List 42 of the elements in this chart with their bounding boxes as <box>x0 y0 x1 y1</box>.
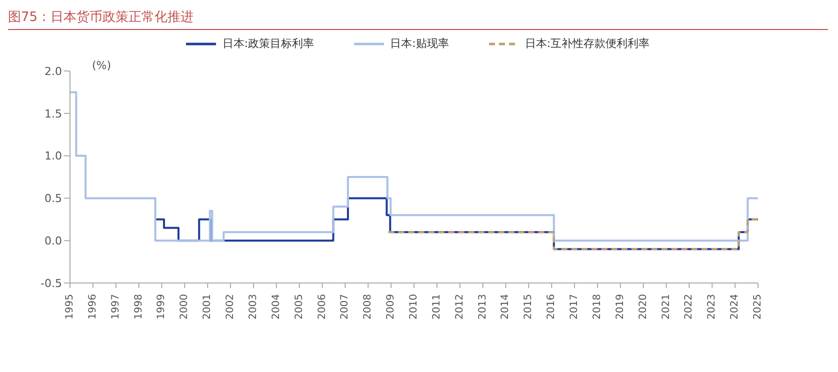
y-tick-label: 0.5 <box>44 192 62 206</box>
x-tick-label: 2015 <box>523 294 534 320</box>
x-tick-label: 2024 <box>730 294 741 320</box>
x-tick-label: 1997 <box>110 294 122 320</box>
y-tick-label: 1.0 <box>44 150 62 163</box>
x-tick-label: 2019 <box>614 294 626 320</box>
x-tick-label: 1995 <box>64 294 76 320</box>
x-tick-label: 2018 <box>592 294 603 320</box>
y-tick-label: 1.5 <box>44 107 62 120</box>
x-tick-label: 2004 <box>270 294 282 320</box>
y-tick-label: 0.0 <box>44 234 62 248</box>
x-tick-label: 1998 <box>133 294 144 320</box>
y-tick-label: -0.5 <box>40 276 62 290</box>
x-tick-label: 1996 <box>87 294 98 320</box>
x-tick-label: 2022 <box>684 294 695 320</box>
x-tick-label: 2014 <box>500 294 512 320</box>
legend-label: 日本:互补性存款便利利率 <box>524 36 650 51</box>
x-tick-label: 2021 <box>660 294 672 320</box>
chart-title: 图75：日本货币政策正常化推进 <box>8 8 828 30</box>
x-tick-label: 2003 <box>248 294 259 320</box>
x-tick-label: 2005 <box>294 294 305 320</box>
x-tick-label: 2017 <box>569 294 580 320</box>
x-tick-label: 2007 <box>340 294 351 320</box>
x-tick-label: 1999 <box>156 294 168 320</box>
x-tick-label: 2009 <box>386 294 397 320</box>
y-axis-title: (%) <box>92 59 112 72</box>
x-tick-label: 2012 <box>454 294 466 320</box>
x-tick-label: 2006 <box>316 294 328 320</box>
x-tick-label: 2013 <box>477 294 488 320</box>
y-tick-label: 2.0 <box>44 64 62 78</box>
legend-label: 日本:贴现率 <box>390 36 449 51</box>
x-tick-label: 2000 <box>179 294 190 320</box>
legend-label: 日本:政策目标利率 <box>222 36 314 51</box>
x-tick-label: 2002 <box>225 294 236 320</box>
x-tick-label: 2016 <box>546 294 558 320</box>
x-tick-label: 2020 <box>638 294 649 320</box>
x-tick-label: 2001 <box>202 294 214 320</box>
x-tick-label: 2008 <box>362 294 374 320</box>
x-tick-label: 2011 <box>431 294 442 320</box>
x-tick-label: 2023 <box>706 294 718 320</box>
x-tick-label: 2025 <box>752 294 764 320</box>
x-tick-label: 2010 <box>408 294 420 320</box>
